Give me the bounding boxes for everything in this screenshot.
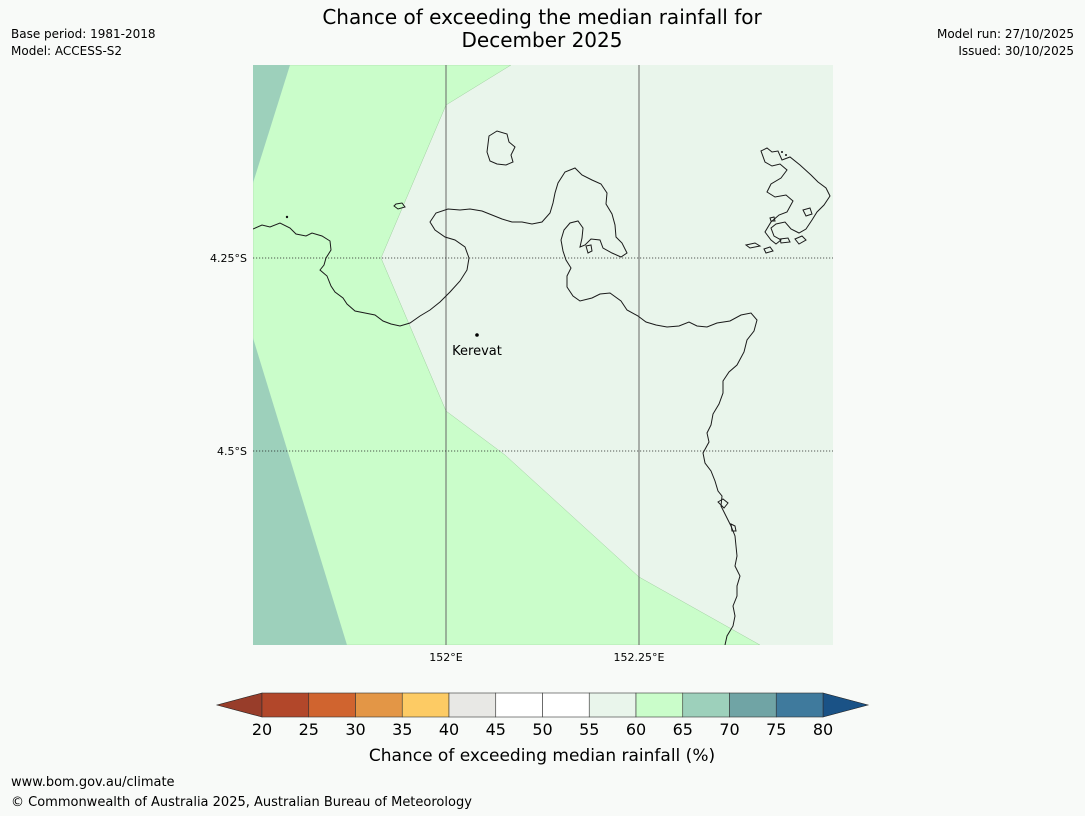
- model-info: Base period: 1981-2018 Model: ACCESS-S2: [11, 26, 156, 60]
- base-period: Base period: 1981-2018: [11, 27, 156, 41]
- colorbar-tick-label: 25: [299, 720, 319, 739]
- colorbar-tick-label: 45: [486, 720, 506, 739]
- colorbar-segment: [495, 692, 543, 718]
- colorbar-segment: [729, 692, 777, 718]
- kerevat-marker: [475, 333, 479, 337]
- lon-label-152: 152°E: [429, 651, 462, 664]
- colorbar-segment: [775, 692, 824, 718]
- colorbar-segment: [261, 692, 310, 718]
- colorbar-segment: [588, 692, 637, 718]
- colorbar: 20 25 30 35 40 45 50 55 60 65 70 75 80: [215, 692, 870, 739]
- colorbar-tick-label: 65: [673, 720, 693, 739]
- issued-date: Issued: 30/10/2025: [958, 44, 1074, 58]
- model-name: Model: ACCESS-S2: [11, 44, 123, 58]
- colorbar-segment: [401, 692, 450, 718]
- islet: [781, 151, 783, 153]
- footer-url[interactable]: www.bom.gov.au/climate: [11, 775, 175, 790]
- lon-label-152-25: 152.25°E: [614, 651, 665, 664]
- colorbar-tick-label: 35: [392, 720, 412, 739]
- islet: [785, 154, 787, 156]
- zone-60-65: [253, 65, 761, 645]
- place-label-kerevat: Kerevat: [452, 344, 502, 359]
- colorbar-segment: [542, 692, 590, 718]
- colorbar-segment: [355, 692, 403, 718]
- colorbar-tick-label: 70: [719, 720, 739, 739]
- colorbar-tick-label: 55: [579, 720, 599, 739]
- colorbar-tick-label: 75: [766, 720, 786, 739]
- coastline: [253, 130, 831, 645]
- colorbar-tick-label: 60: [626, 720, 646, 739]
- colorbar-tick-label: 30: [345, 720, 365, 739]
- colorbar-tick-label: 20: [252, 720, 272, 739]
- colorbar-tick-label: 80: [813, 720, 833, 739]
- colorbar-segment: [635, 692, 684, 718]
- lat-label-4-5: 4.5°S: [217, 445, 247, 458]
- colorbar-tick-label: 50: [532, 720, 552, 739]
- colorbar-segment: [308, 692, 356, 718]
- colorbar-under-arrow: [215, 692, 263, 718]
- model-run-date: Model run: 27/10/2025: [936, 27, 1074, 41]
- zone-70-75-south: [253, 338, 347, 645]
- title-line-2: December 2025: [461, 28, 623, 52]
- footer-copyright: © Commonwealth of Australia 2025, Austra…: [11, 795, 472, 810]
- colorbar-title: Chance of exceeding median rainfall (%): [369, 746, 715, 766]
- zone-70-75-north: [253, 65, 290, 183]
- colorbar-segment: [448, 692, 497, 718]
- colorbar-over-arrow: [822, 692, 870, 718]
- islet: [285, 215, 289, 219]
- colorbar-tick-label: 40: [439, 720, 459, 739]
- run-info: Model run: 27/10/2025 Issued: 30/10/2025: [937, 26, 1074, 60]
- title-line-1: Chance of exceeding the median rainfall …: [322, 5, 762, 29]
- colorbar-segment: [682, 692, 730, 718]
- map-area: [253, 65, 833, 645]
- chart-title: Chance of exceeding the median rainfall …: [262, 6, 822, 52]
- lat-label-4-25: 4.25°S: [210, 252, 247, 265]
